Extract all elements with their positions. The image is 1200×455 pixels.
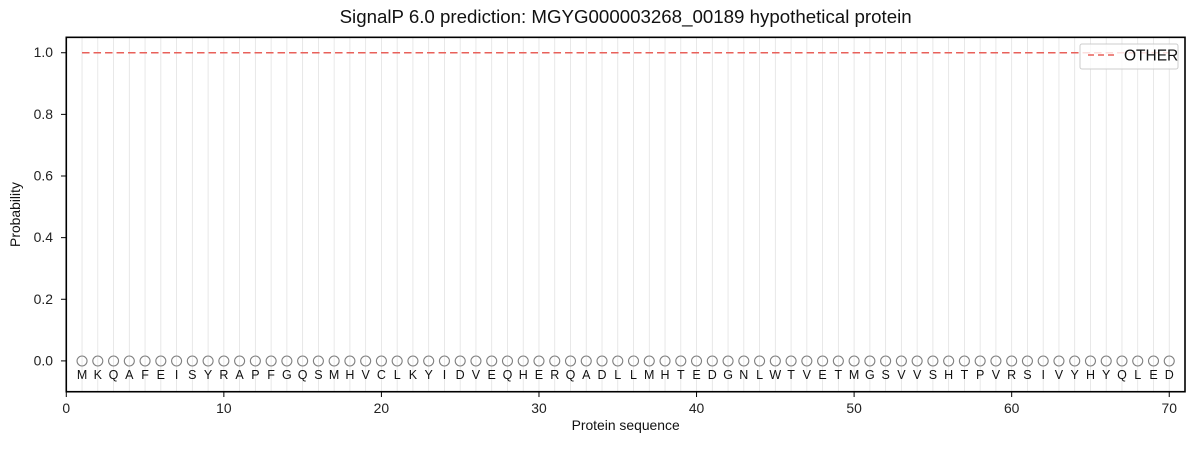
svg-text:W: W bbox=[769, 368, 781, 382]
svg-text:Q: Q bbox=[298, 368, 308, 382]
svg-text:I: I bbox=[175, 368, 178, 382]
svg-text:0.2: 0.2 bbox=[34, 291, 54, 307]
svg-text:0.0: 0.0 bbox=[34, 352, 54, 368]
svg-text:K: K bbox=[94, 368, 103, 382]
svg-text:R: R bbox=[219, 368, 228, 382]
svg-text:0.8: 0.8 bbox=[34, 106, 54, 122]
svg-text:F: F bbox=[141, 368, 149, 382]
svg-text:H: H bbox=[345, 368, 354, 382]
svg-text:S: S bbox=[929, 368, 937, 382]
svg-text:H: H bbox=[661, 368, 670, 382]
svg-text:Protein sequence: Protein sequence bbox=[572, 417, 680, 433]
svg-text:N: N bbox=[739, 368, 748, 382]
svg-text:V: V bbox=[803, 368, 812, 382]
svg-text:Y: Y bbox=[425, 368, 434, 382]
svg-text:50: 50 bbox=[846, 400, 862, 416]
svg-text:A: A bbox=[235, 368, 244, 382]
svg-text:60: 60 bbox=[1004, 400, 1020, 416]
svg-text:V: V bbox=[897, 368, 906, 382]
svg-text:30: 30 bbox=[531, 400, 547, 416]
svg-text:T: T bbox=[787, 368, 795, 382]
svg-text:K: K bbox=[409, 368, 418, 382]
svg-text:E: E bbox=[488, 368, 496, 382]
svg-text:S: S bbox=[314, 368, 322, 382]
svg-text:A: A bbox=[582, 368, 591, 382]
svg-text:T: T bbox=[961, 368, 969, 382]
svg-text:D: D bbox=[708, 368, 717, 382]
svg-text:L: L bbox=[630, 368, 637, 382]
svg-text:20: 20 bbox=[374, 400, 390, 416]
svg-text:I: I bbox=[1041, 368, 1044, 382]
svg-text:E: E bbox=[535, 368, 543, 382]
svg-text:P: P bbox=[976, 368, 984, 382]
svg-text:L: L bbox=[1134, 368, 1141, 382]
svg-text:V: V bbox=[913, 368, 922, 382]
svg-text:Y: Y bbox=[204, 368, 213, 382]
svg-text:Probability: Probability bbox=[7, 182, 23, 247]
svg-text:D: D bbox=[1165, 368, 1174, 382]
svg-text:Q: Q bbox=[109, 368, 119, 382]
svg-text:E: E bbox=[818, 368, 826, 382]
svg-text:V: V bbox=[992, 368, 1001, 382]
svg-text:R: R bbox=[1007, 368, 1016, 382]
svg-text:D: D bbox=[456, 368, 465, 382]
svg-text:I: I bbox=[443, 368, 446, 382]
svg-text:Y: Y bbox=[1071, 368, 1080, 382]
svg-text:40: 40 bbox=[689, 400, 705, 416]
svg-text:M: M bbox=[329, 368, 339, 382]
svg-text:S: S bbox=[881, 368, 889, 382]
svg-text:E: E bbox=[157, 368, 165, 382]
svg-text:S: S bbox=[1023, 368, 1031, 382]
svg-text:H: H bbox=[1086, 368, 1095, 382]
svg-text:M: M bbox=[77, 368, 87, 382]
svg-text:L: L bbox=[614, 368, 621, 382]
svg-text:Q: Q bbox=[503, 368, 513, 382]
svg-text:Q: Q bbox=[1117, 368, 1127, 382]
svg-text:E: E bbox=[1149, 368, 1157, 382]
svg-text:S: S bbox=[188, 368, 196, 382]
svg-text:L: L bbox=[394, 368, 401, 382]
svg-text:SignalP 6.0 prediction: MGYG00: SignalP 6.0 prediction: MGYG000003268_00… bbox=[340, 6, 912, 28]
svg-text:V: V bbox=[1055, 368, 1064, 382]
svg-text:Q: Q bbox=[566, 368, 576, 382]
svg-text:C: C bbox=[377, 368, 386, 382]
svg-text:F: F bbox=[267, 368, 275, 382]
svg-text:T: T bbox=[835, 368, 843, 382]
svg-text:0: 0 bbox=[62, 400, 70, 416]
svg-text:A: A bbox=[125, 368, 134, 382]
svg-text:V: V bbox=[472, 368, 481, 382]
svg-text:R: R bbox=[550, 368, 559, 382]
svg-text:G: G bbox=[723, 368, 733, 382]
svg-text:M: M bbox=[644, 368, 654, 382]
svg-text:V: V bbox=[361, 368, 370, 382]
svg-text:1.0: 1.0 bbox=[34, 44, 54, 60]
svg-text:M: M bbox=[849, 368, 859, 382]
svg-text:P: P bbox=[251, 368, 259, 382]
svg-text:Y: Y bbox=[1102, 368, 1111, 382]
svg-text:10: 10 bbox=[216, 400, 232, 416]
svg-text:G: G bbox=[865, 368, 875, 382]
svg-text:H: H bbox=[519, 368, 528, 382]
svg-text:H: H bbox=[944, 368, 953, 382]
svg-text:E: E bbox=[692, 368, 700, 382]
svg-text:D: D bbox=[597, 368, 606, 382]
svg-text:0.4: 0.4 bbox=[34, 229, 54, 245]
svg-text:OTHER: OTHER bbox=[1124, 48, 1178, 65]
svg-text:L: L bbox=[756, 368, 763, 382]
svg-text:G: G bbox=[282, 368, 292, 382]
svg-text:T: T bbox=[677, 368, 685, 382]
svg-text:70: 70 bbox=[1162, 400, 1178, 416]
svg-text:0.6: 0.6 bbox=[34, 168, 54, 184]
